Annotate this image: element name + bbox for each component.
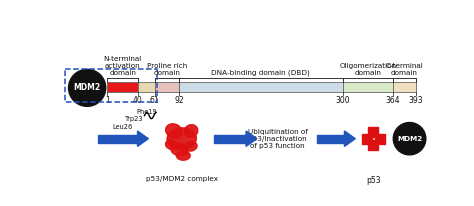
Text: 364: 364 <box>386 96 400 105</box>
Bar <box>368 127 378 137</box>
Ellipse shape <box>166 124 182 138</box>
Bar <box>368 140 378 150</box>
Bar <box>155 82 179 92</box>
Text: DNA-binding domain (DBD): DNA-binding domain (DBD) <box>211 70 310 76</box>
Bar <box>343 82 393 92</box>
Text: C-terminal
domain: C-terminal domain <box>385 63 423 76</box>
Text: MDM2: MDM2 <box>397 136 422 142</box>
Polygon shape <box>137 131 148 146</box>
Bar <box>374 134 385 144</box>
Text: Leu26: Leu26 <box>112 124 132 130</box>
Text: p53/MDM2 complex: p53/MDM2 complex <box>146 176 218 182</box>
Text: MDM2: MDM2 <box>73 83 100 92</box>
Bar <box>393 82 416 92</box>
Ellipse shape <box>165 140 178 150</box>
Bar <box>65 69 157 102</box>
Text: Oligomerization
domain: Oligomerization domain <box>339 63 396 76</box>
Text: 92: 92 <box>174 96 184 105</box>
Bar <box>107 82 138 92</box>
Text: Ubiquitination of
p53/Inactivation
of p53 function: Ubiquitination of p53/Inactivation of p5… <box>248 129 308 149</box>
Text: p53: p53 <box>366 176 381 185</box>
Ellipse shape <box>167 128 196 150</box>
Circle shape <box>393 123 426 155</box>
Text: Trp23: Trp23 <box>125 116 144 122</box>
Text: 40: 40 <box>133 96 143 105</box>
Bar <box>362 134 372 144</box>
Bar <box>214 135 246 143</box>
Ellipse shape <box>185 142 197 151</box>
Bar <box>179 82 343 92</box>
Bar <box>317 135 345 143</box>
Polygon shape <box>246 131 257 146</box>
Text: 61: 61 <box>150 96 159 105</box>
Ellipse shape <box>184 125 198 137</box>
Ellipse shape <box>176 151 190 160</box>
Text: Phe19: Phe19 <box>137 109 157 115</box>
Text: Proline rich
domain: Proline rich domain <box>146 63 187 76</box>
Bar <box>138 82 155 92</box>
Ellipse shape <box>171 143 188 156</box>
Bar <box>98 135 137 143</box>
Circle shape <box>69 69 106 106</box>
Text: N-terminal
activation
domain: N-terminal activation domain <box>103 56 142 76</box>
Text: 1: 1 <box>105 96 109 105</box>
Text: 300: 300 <box>335 96 350 105</box>
Polygon shape <box>345 131 356 146</box>
Text: 393: 393 <box>409 96 423 105</box>
